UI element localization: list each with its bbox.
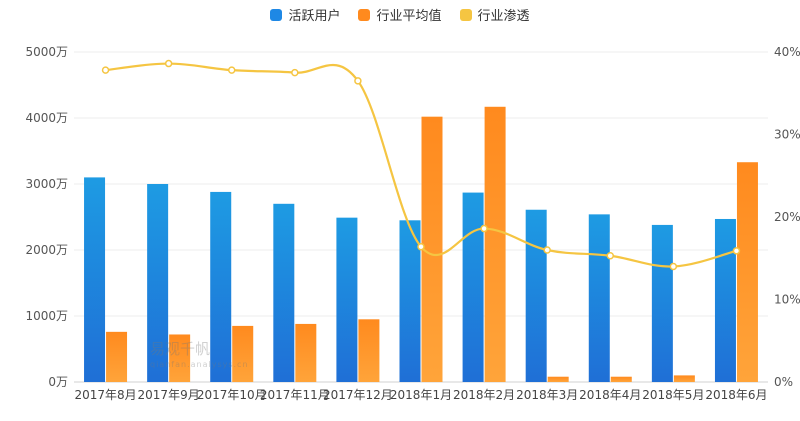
bar-active-users bbox=[84, 177, 106, 382]
bar-active-users bbox=[462, 192, 484, 382]
x-tick-label: 2017年8月 bbox=[74, 388, 136, 402]
bar-active-users bbox=[273, 203, 295, 382]
penetration-line bbox=[101, 59, 741, 271]
x-tick-label: 2017年11月 bbox=[260, 388, 330, 402]
x-tick-label: 2017年9月 bbox=[138, 388, 200, 402]
bar-industry-average bbox=[421, 116, 443, 383]
x-tick-label: 2017年12月 bbox=[323, 388, 393, 402]
bar-industry-average bbox=[295, 323, 317, 382]
axes: 0万 1000万 2000万 3000万 4000万 5000万 0% 10% 20% 30% 40… bbox=[25, 45, 800, 402]
x-tick-label: 2018年5月 bbox=[642, 388, 704, 402]
y-left-tick-label: 2000万 bbox=[25, 243, 68, 257]
line-point bbox=[164, 59, 173, 68]
bar-active-users bbox=[399, 220, 421, 382]
bar-active-users bbox=[651, 224, 673, 382]
bar-active-users bbox=[525, 209, 547, 382]
line-point bbox=[480, 224, 488, 233]
x-tick-label: 2018年2月 bbox=[453, 388, 515, 402]
legend-label: 行业平均值 bbox=[376, 9, 442, 24]
y-right-tick-label: 30% bbox=[774, 128, 800, 142]
x-tick-label: 2018年4月 bbox=[579, 388, 641, 402]
bar-industry-average bbox=[484, 106, 506, 382]
line-point bbox=[606, 252, 615, 260]
legend-item-industry-penetration[interactable]: 行业渗透 bbox=[459, 5, 530, 24]
legend-label: 行业渗透 bbox=[477, 9, 530, 24]
y-left-tick-label: 1000万 bbox=[25, 309, 68, 323]
legend-label: 活跃用户 bbox=[288, 9, 341, 24]
bar-active-users bbox=[588, 214, 610, 382]
y-left-tick-label: 4000万 bbox=[25, 111, 68, 125]
x-tick-label: 2017年10月 bbox=[197, 388, 267, 402]
legend-item-industry-average[interactable]: 行业平均值 bbox=[358, 5, 442, 24]
bar-industry-average bbox=[169, 334, 191, 382]
line-point bbox=[101, 66, 110, 74]
watermark-main: 易观千帆 bbox=[150, 340, 211, 358]
legend-swatch-blue bbox=[270, 8, 283, 21]
bar-active-users bbox=[714, 218, 736, 382]
bar-industry-average bbox=[106, 331, 128, 382]
bar-industry-average bbox=[736, 162, 758, 382]
x-tick-label: 2018年6月 bbox=[705, 388, 767, 402]
legend: 活跃用户 行业平均值 行业渗透 bbox=[0, 5, 800, 24]
y-left-tick-label: 5000万 bbox=[25, 45, 68, 59]
bar-industry-average bbox=[358, 319, 380, 382]
bar-industry-average bbox=[547, 376, 569, 382]
bar-industry-average bbox=[232, 325, 254, 382]
bar-active-users bbox=[147, 184, 169, 382]
y-left-tick-label: 3000万 bbox=[25, 177, 68, 191]
x-tick-label: 2018年1月 bbox=[390, 388, 452, 402]
watermark: 易观千帆 qianfan.analysys.cn bbox=[150, 338, 249, 369]
bar-industry-average bbox=[610, 376, 632, 382]
x-tick-label: 2018年3月 bbox=[516, 388, 578, 402]
y-right-tick-label: 40% bbox=[774, 45, 800, 59]
line-point bbox=[732, 247, 741, 255]
y-left-tick-label: 0万 bbox=[48, 375, 68, 389]
y-right-tick-label: 20% bbox=[774, 210, 800, 224]
line-industry-penetration bbox=[105, 62, 737, 268]
bar-active-users bbox=[210, 191, 232, 382]
line-point bbox=[417, 242, 425, 251]
line-point bbox=[354, 77, 362, 85]
y-right-tick-label: 10% bbox=[774, 293, 800, 307]
bar-active-users bbox=[336, 217, 358, 382]
legend-swatch-orange bbox=[358, 8, 371, 21]
y-right-tick-label: 0% bbox=[774, 375, 793, 389]
line-point bbox=[291, 68, 299, 77]
watermark-sub: qianfan.analysys.cn bbox=[150, 360, 249, 369]
bar-industry-average bbox=[673, 375, 695, 382]
legend-item-active-users[interactable]: 活跃用户 bbox=[270, 5, 340, 24]
line-point bbox=[669, 262, 678, 271]
legend-swatch-yellow bbox=[459, 8, 472, 21]
line-point bbox=[543, 246, 551, 254]
line-point bbox=[227, 66, 236, 74]
bars bbox=[84, 106, 758, 383]
